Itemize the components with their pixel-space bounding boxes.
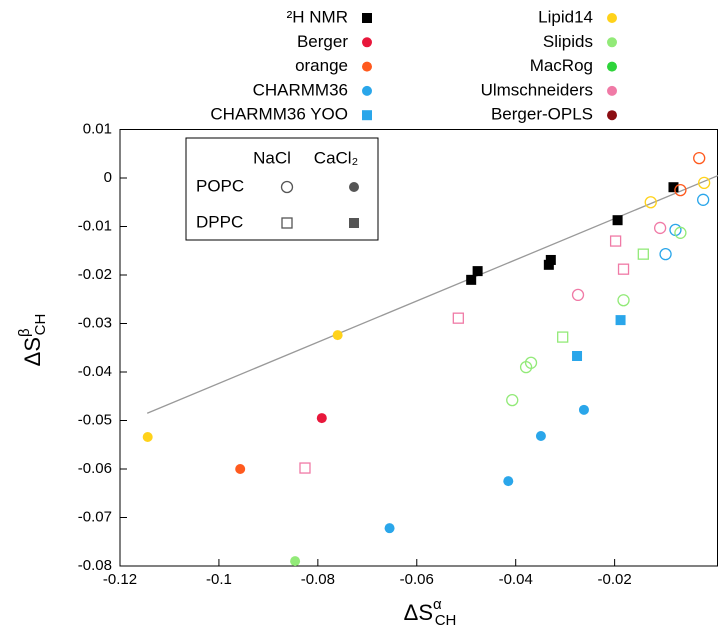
y-tick-label: -0.01 — [78, 217, 112, 234]
x-label: ΔSα CH — [404, 596, 457, 629]
point — [545, 254, 556, 265]
point — [609, 235, 622, 247]
point — [506, 393, 519, 407]
y-tick-label: 0.01 — [83, 120, 112, 137]
legend-label: Berger — [297, 32, 348, 51]
legend-marker — [349, 182, 359, 192]
x-tick-label: -0.08 — [301, 571, 335, 588]
legend-marker — [280, 180, 294, 194]
legend-marker — [607, 110, 617, 121]
point — [557, 331, 569, 343]
y-tick-label: -0.02 — [78, 266, 112, 283]
legend-marker — [607, 13, 617, 23]
legend-marker — [281, 217, 293, 229]
point — [698, 176, 711, 190]
legend-column: CaCl₂ — [314, 148, 358, 167]
x-tick-label: -0.04 — [499, 571, 533, 588]
legend-column: NaCl — [253, 148, 291, 167]
point — [472, 266, 483, 277]
point — [235, 464, 246, 474]
point — [332, 330, 343, 341]
point — [674, 183, 687, 197]
legend-marker — [362, 61, 372, 72]
point — [142, 431, 153, 442]
legend-label: CHARMM36 YOO — [210, 105, 348, 124]
point — [697, 193, 710, 206]
point — [637, 248, 649, 260]
point — [466, 274, 477, 285]
point — [290, 556, 301, 567]
point — [644, 196, 657, 209]
y-tick-label: -0.07 — [78, 508, 112, 525]
x-tick-label: -0.1 — [206, 571, 232, 588]
point — [668, 182, 679, 193]
point — [653, 221, 667, 235]
legend-label: orange — [295, 56, 348, 75]
x-tick-label: -0.12 — [103, 571, 137, 588]
y-tick-label: 0 — [104, 169, 112, 186]
label-sub: CH — [32, 314, 49, 336]
x-tick-label: -0.06 — [400, 571, 434, 588]
point — [503, 476, 514, 487]
point — [572, 350, 583, 361]
legend-marker — [362, 110, 372, 121]
point — [535, 431, 546, 442]
legend-marker — [349, 218, 359, 228]
y-tick-label: -0.08 — [78, 557, 112, 574]
x-tick-label: -0.02 — [598, 571, 632, 588]
y-tick-label: -0.04 — [78, 363, 112, 380]
label-sup: β — [16, 328, 33, 337]
point — [578, 404, 589, 415]
legend-row: POPC — [196, 176, 244, 195]
point — [617, 263, 630, 275]
point — [571, 288, 585, 302]
point — [316, 413, 327, 424]
legend-marker — [607, 37, 617, 48]
point — [615, 315, 626, 326]
point — [674, 226, 687, 239]
legend-label: Berger-OPLS — [491, 105, 593, 124]
point — [452, 312, 464, 324]
legend-marker — [362, 85, 372, 96]
point — [384, 523, 395, 534]
legend-label: CHARMM36 — [253, 80, 348, 99]
label-sup: α — [433, 596, 442, 613]
legend-row: DPPC — [196, 212, 243, 231]
point — [617, 294, 630, 307]
legend-marker — [362, 37, 372, 48]
point — [524, 356, 538, 369]
label-text: ΔS — [404, 600, 433, 625]
legend-label: Slipids — [543, 32, 593, 51]
legend-label: ²H NMR — [287, 7, 348, 26]
y-tick-label: -0.03 — [78, 314, 112, 331]
label-sub: CH — [435, 612, 457, 629]
y-label: ΔSβCH — [16, 314, 49, 367]
point — [693, 151, 706, 165]
y-tick-label: -0.05 — [78, 411, 112, 428]
fit-line — [146, 174, 718, 414]
label-text: ΔS — [20, 337, 45, 366]
legend-marker — [607, 61, 617, 72]
point — [299, 462, 311, 474]
legend-marker — [362, 13, 372, 23]
legend-label: Ulmschneiders — [481, 80, 593, 99]
legend-label: Lipid14 — [538, 7, 593, 26]
y-tick-label: -0.06 — [78, 460, 112, 477]
legend-label: MacRog — [530, 56, 593, 75]
point — [659, 247, 672, 261]
legend-marker — [607, 85, 617, 96]
point — [612, 215, 623, 226]
